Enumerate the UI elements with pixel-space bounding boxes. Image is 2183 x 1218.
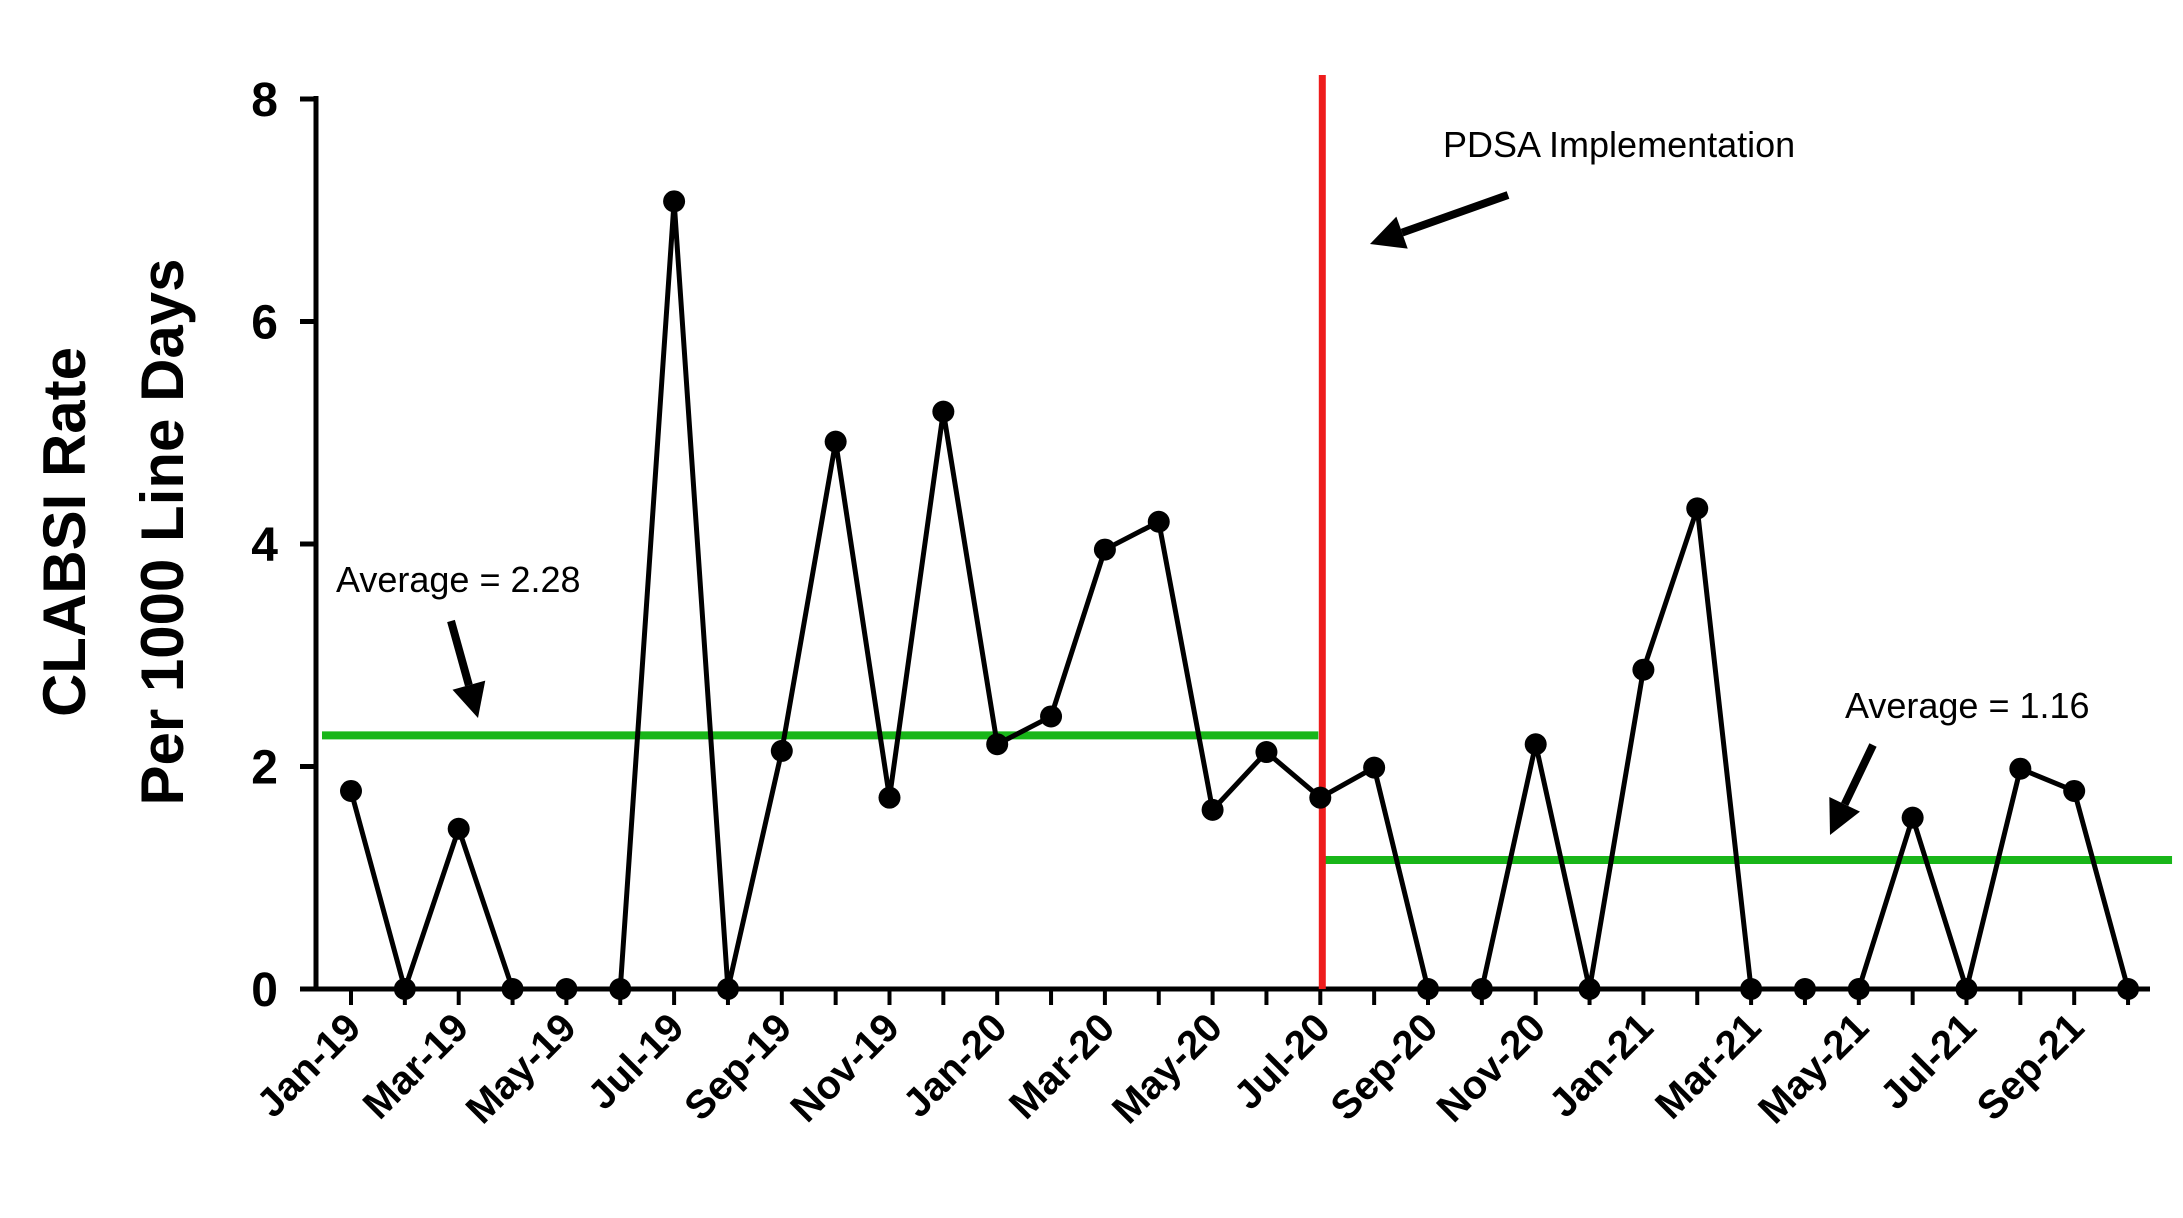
series-line: [340, 190, 2140, 1000]
data-point-Jul-19: [663, 190, 686, 213]
data-point-Apr-21: [1793, 978, 1816, 1000]
data-point-Oct-20: [1470, 978, 1493, 1000]
data-point-Aug-21: [2009, 757, 2032, 780]
x-tick-label-Mar-20: Mar-20: [1001, 1005, 1123, 1127]
data-point-Jun-19: [609, 978, 632, 1000]
x-tick-label-Nov-20: Nov-20: [1429, 1005, 1554, 1130]
data-point-Nov-19: [878, 786, 901, 809]
x-tick-label-Mar-19: Mar-19: [355, 1005, 477, 1127]
data-point-Apr-20: [1147, 510, 1170, 533]
y-tick-label-4: 4: [251, 519, 278, 572]
data-point-Mar-19: [447, 817, 470, 840]
data-point-Jul-20: [1309, 786, 1332, 809]
x-tick-label-Nov-19: Nov-19: [782, 1005, 907, 1130]
data-point-Nov-20: [1524, 733, 1547, 756]
average-after-arrow-head: [1829, 796, 1860, 835]
average-after-arrow: [1829, 743, 1877, 835]
data-point-Sep-20: [1417, 978, 1439, 1000]
data-point-Feb-21: [1686, 497, 1709, 520]
x-tick-label-Jan-21: Jan-21: [1541, 1005, 1662, 1126]
data-point-Apr-19: [501, 978, 524, 1000]
y-axis-label-line-1: CLABSI Rate: [31, 347, 98, 717]
intervention-arrow: [1370, 191, 1510, 249]
data-point-Mar-21: [1740, 978, 1763, 1000]
average-after-arrow-shaft: [1841, 743, 1877, 807]
x-tick-label-Mar-21: Mar-21: [1647, 1005, 1769, 1127]
data-point-Jun-20: [1255, 741, 1278, 764]
data-point-Sep-19: [770, 739, 793, 762]
data-point-Dec-19: [932, 400, 955, 423]
data-point-Jun-21: [1901, 806, 1924, 829]
x-tick-label-Jul-19: Jul-19: [580, 1005, 693, 1118]
average-label-after: Average = 1.16: [1845, 685, 2090, 726]
x-tick-label-Jan-19: Jan-19: [249, 1005, 370, 1126]
data-point-Jul-21: [1955, 978, 1978, 1000]
data-point-Jan-19: [340, 779, 362, 802]
average-lines: [322, 731, 2173, 864]
data-point-Oct-21: [2117, 978, 2140, 1000]
average-before-arrow: [447, 619, 486, 718]
data-point-Oct-19: [824, 430, 847, 453]
y-tick-label-6: 6: [251, 297, 278, 350]
x-tick-label-May-21: May-21: [1750, 1005, 1877, 1132]
data-point-Dec-20: [1578, 978, 1601, 1000]
average-before-arrow-shaft: [447, 619, 473, 687]
data-point-Aug-20: [1363, 756, 1386, 779]
x-tick-label-Jul-21: Jul-21: [1872, 1005, 1985, 1118]
data-point-Jan-20: [986, 733, 1009, 756]
x-tick-label-May-19: May-19: [458, 1005, 585, 1132]
y-tick-label-0: 0: [251, 964, 278, 1017]
x-tick-label-May-20: May-20: [1104, 1005, 1231, 1132]
series-path: [348, 198, 2131, 992]
average-label-before: Average = 2.28: [336, 559, 581, 600]
y-axis-label-line-2: Per 1000 Line Days: [129, 258, 196, 805]
annotations: PDSA Implementation Average = 2.28 Avera…: [336, 124, 2090, 835]
data-point-Jan-21: [1632, 658, 1655, 681]
intervention-arrow-head: [1370, 216, 1408, 249]
data-point-May-21: [1847, 978, 1870, 1000]
x-tick-label-Sep-20: Sep-20: [1322, 1005, 1446, 1129]
data-point-Aug-19: [716, 978, 739, 1000]
y-tick-label-8: 8: [251, 74, 278, 127]
x-tick-label-Jul-20: Jul-20: [1226, 1005, 1339, 1118]
data-point-May-20: [1201, 798, 1224, 821]
average-before-arrow-head: [452, 680, 486, 718]
intervention-label: PDSA Implementation: [1443, 124, 1795, 165]
data-point-Feb-19: [393, 978, 416, 1000]
intervention-arrow-shaft: [1400, 191, 1510, 237]
data-point-May-19: [555, 978, 578, 1000]
x-tick-label-Sep-21: Sep-21: [1969, 1005, 2093, 1129]
x-tick-label-Jan-20: Jan-20: [895, 1005, 1016, 1126]
x-tick-label-Sep-19: Sep-19: [676, 1005, 800, 1129]
y-tick-label-2: 2: [251, 742, 278, 795]
data-point-Feb-20: [1040, 705, 1063, 728]
data-point-Sep-21: [2063, 779, 2086, 802]
data-point-Mar-20: [1093, 538, 1116, 561]
